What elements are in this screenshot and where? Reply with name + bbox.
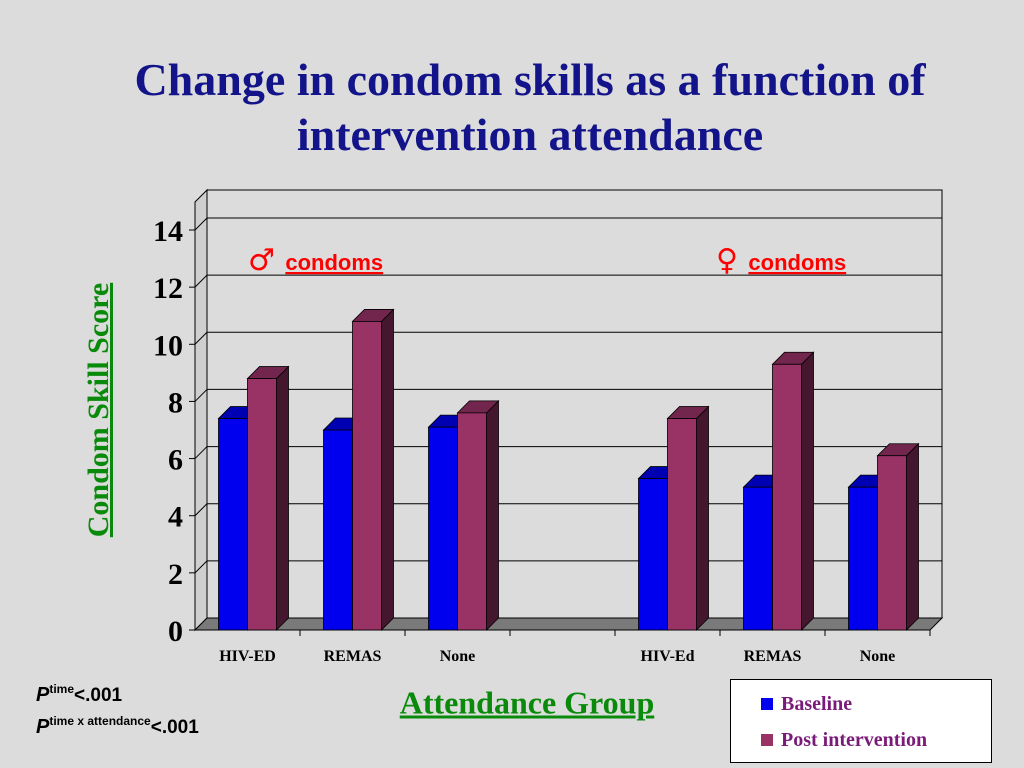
bar-side	[276, 365, 289, 631]
p-value-time: Ptime<.001	[36, 682, 122, 707]
annotation-female-condoms: ♀ condoms	[716, 243, 846, 278]
bar-side	[381, 308, 394, 631]
legend: Baseline Post intervention	[730, 679, 992, 763]
y-tick-label: 0	[168, 615, 183, 648]
bar-post-intervention	[457, 412, 487, 631]
x-axis-label: Attendance Group	[399, 684, 655, 721]
bar-baseline	[218, 418, 248, 631]
p-symbol: P	[36, 716, 50, 738]
bar-side	[801, 351, 814, 631]
legend-item-baseline: Baseline	[761, 686, 991, 722]
p-value-interaction: Ptime x attendance<.001	[36, 714, 199, 739]
y-tick-label: 10	[153, 329, 183, 362]
bar-post-intervention	[352, 321, 382, 631]
p-subscript: time	[49, 682, 75, 696]
title-line-2: intervention attendance	[296, 109, 764, 160]
p-subscript: time x attendance	[49, 714, 151, 728]
bar-post-intervention	[877, 455, 907, 631]
gridline-diagonal	[194, 217, 208, 231]
legend-swatch	[761, 734, 773, 746]
y-axis-label: Condom Skill Score	[82, 282, 115, 538]
gridline-diagonal	[194, 446, 208, 459]
bar-baseline	[323, 429, 353, 631]
legend-label: Post intervention	[781, 728, 928, 751]
p-symbol: P	[36, 684, 50, 706]
bar-baseline	[848, 486, 878, 631]
p-value: <.001	[150, 717, 199, 738]
x-tick-label: REMAS	[744, 648, 802, 665]
gridline-diagonal	[194, 331, 208, 345]
annotation-text: condoms	[748, 250, 846, 275]
y-tick-label: 2	[168, 558, 183, 591]
bar-baseline	[743, 486, 773, 631]
y-tick-label: 8	[168, 386, 183, 419]
bar-baseline	[638, 478, 668, 631]
y-tick-label: 14	[153, 215, 183, 248]
legend-item-post: Post intervention	[761, 722, 991, 758]
x-tick-label: None	[860, 648, 896, 665]
y-tick-label: 6	[168, 444, 183, 477]
x-tick-label: HIV-ED	[219, 648, 276, 665]
x-tick-label: HIV-Ed	[641, 648, 695, 665]
legend-label: Baseline	[781, 692, 853, 715]
gridline-diagonal	[194, 560, 208, 574]
gridline-diagonal	[194, 389, 208, 402]
title-line-1: Change in condom skills as a function of	[134, 54, 926, 105]
annotation-male-condoms: ♂ condoms	[248, 243, 383, 278]
bar-side	[696, 405, 709, 631]
annotation-text: condoms	[285, 250, 383, 275]
plot-floor	[193, 617, 944, 631]
bar-side	[906, 442, 919, 631]
plot-side-wall	[194, 188, 208, 632]
bar-post-intervention	[247, 378, 277, 631]
chart-title: Change in condom skills as a function of…	[40, 52, 1020, 162]
legend-swatch	[761, 698, 773, 710]
p-value: <.001	[74, 685, 123, 706]
bar-post-intervention	[667, 418, 697, 631]
male-symbol-icon: ♂	[248, 243, 285, 278]
gridline-diagonal	[194, 503, 208, 517]
x-tick-label: None	[440, 648, 476, 665]
x-tick-label: REMAS	[324, 648, 382, 665]
y-tick-label: 12	[153, 272, 183, 305]
female-symbol-icon: ♀	[716, 243, 748, 278]
bar-baseline	[428, 426, 458, 631]
y-tick-label: 4	[168, 501, 183, 534]
bar-side	[486, 399, 499, 631]
bar-post-intervention	[772, 363, 802, 631]
gridline-diagonal	[194, 274, 208, 288]
